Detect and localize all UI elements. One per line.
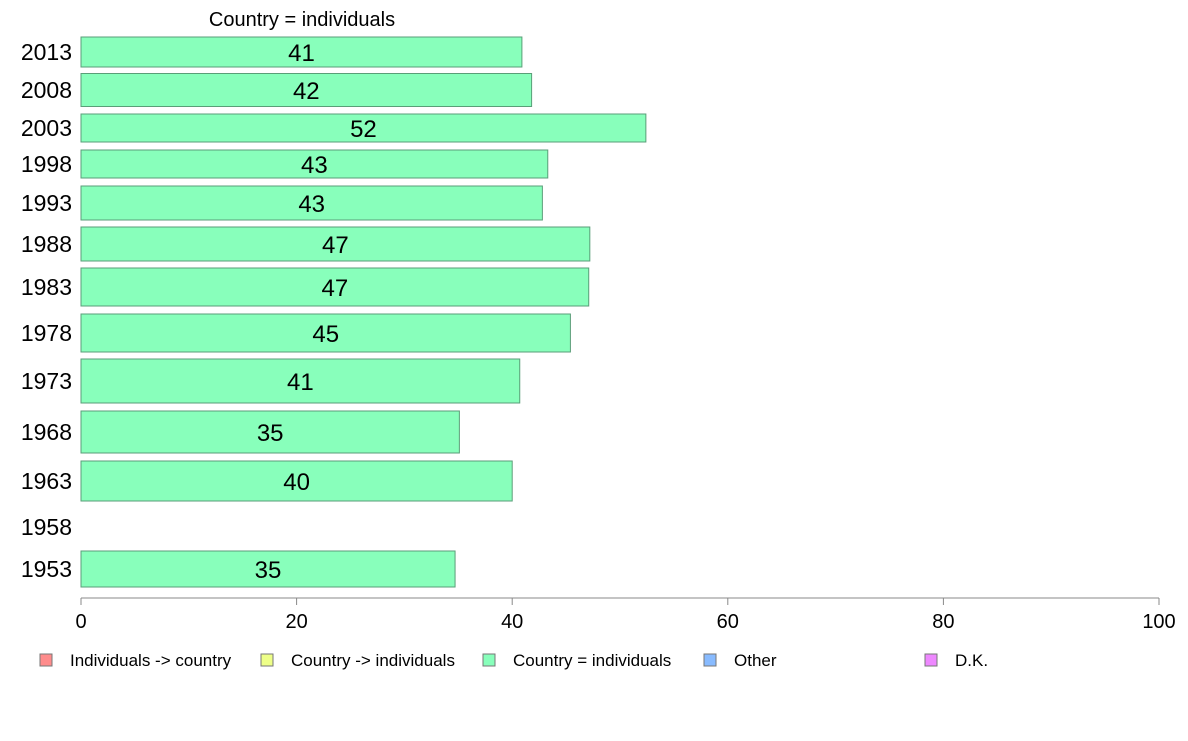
bar: [80, 113, 647, 143]
bar: [80, 550, 456, 588]
x-tick-label: 60: [717, 611, 739, 633]
bar-data-label: 52: [350, 116, 377, 143]
legend-label: Individuals -> country: [70, 651, 232, 670]
legend-label: Country -> individuals: [291, 651, 455, 670]
bar: [80, 185, 543, 221]
bar: [80, 267, 590, 307]
legend: Individuals -> country Country -> individ…: [39, 651, 988, 670]
bar: [80, 358, 521, 404]
y-tick-label: 1963: [21, 468, 72, 494]
y-tick-label: 2003: [21, 115, 72, 141]
y-tick-label: 2008: [21, 77, 72, 103]
bar-data-label: 47: [322, 275, 349, 302]
bar-data-label: 43: [298, 191, 325, 218]
x-axis: 0 20 40 60 80 100: [75, 597, 1176, 633]
bar: [80, 73, 533, 107]
bar-data-label: 40: [283, 469, 310, 496]
y-tick-label: 1988: [21, 231, 72, 257]
legend-label: Other: [734, 651, 777, 670]
bar-data-label: 41: [287, 369, 314, 396]
x-tick-label: 80: [932, 611, 954, 633]
legend-item: Other: [703, 651, 777, 670]
legend-item: Individuals -> country: [39, 651, 232, 670]
y-tick-label: 1953: [21, 556, 72, 582]
x-tick-label: 0: [75, 611, 86, 633]
y-tick-label: 1968: [21, 419, 72, 445]
y-tick-label: 1958: [21, 514, 72, 540]
x-tick-label: 100: [1142, 611, 1175, 633]
bar-data-label: 42: [293, 78, 320, 105]
bar-data-label: 35: [255, 557, 282, 584]
y-tick-label: 2013: [21, 39, 72, 65]
bar: [80, 226, 591, 262]
y-tick-label: 1993: [21, 190, 72, 216]
legend-swatch: [703, 653, 717, 667]
chart-title: Country = individuals: [209, 9, 395, 31]
y-tick-label: 1983: [21, 274, 72, 300]
bar: [80, 410, 460, 454]
bar: [80, 313, 571, 353]
legend-swatch: [482, 653, 496, 667]
y-tick-label: 1978: [21, 320, 72, 346]
legend-swatch: [924, 653, 938, 667]
bar-data-label: 35: [257, 420, 284, 447]
legend-item: Country -> individuals: [260, 651, 455, 670]
legend-label: Country = individuals: [513, 651, 671, 670]
bar: [80, 460, 513, 502]
bar: [80, 36, 523, 68]
bar-data-label: 45: [312, 321, 339, 348]
y-axis-labels: 2013 2008 2003 1998 1993 1988 1983 1978 1973 1968…: [21, 39, 72, 582]
legend-swatch: [39, 653, 53, 667]
y-tick-label: 1998: [21, 151, 72, 177]
legend-item: D.K.: [924, 651, 988, 670]
bar-data-label: 43: [301, 152, 328, 179]
legend-item: Country = individuals: [482, 651, 671, 670]
x-tick-label: 20: [285, 611, 307, 633]
bar-data-label: 41: [288, 40, 315, 67]
x-tick-label: 40: [501, 611, 523, 633]
bar-data-label: 47: [322, 232, 349, 259]
legend-label: D.K.: [955, 651, 988, 670]
y-tick-label: 1973: [21, 368, 72, 394]
bar: [80, 149, 549, 179]
legend-swatch: [260, 653, 274, 667]
